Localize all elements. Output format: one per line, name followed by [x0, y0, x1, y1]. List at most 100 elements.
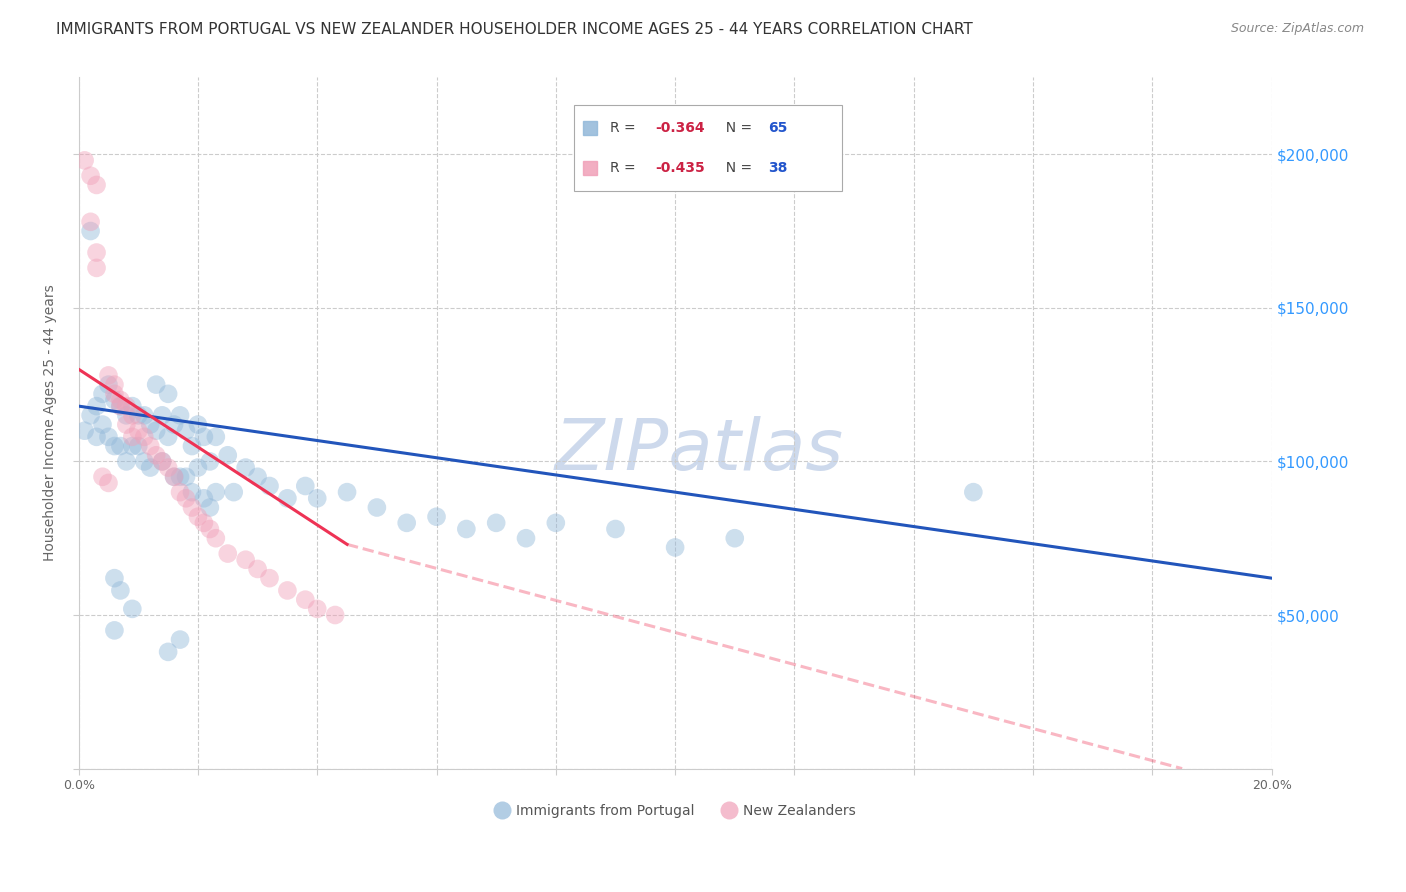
Y-axis label: Householder Income Ages 25 - 44 years: Householder Income Ages 25 - 44 years — [44, 285, 58, 561]
Point — [187, 417, 209, 432]
Bar — [574, 105, 842, 192]
Text: IMMIGRANTS FROM PORTUGAL VS NEW ZEALANDER HOUSEHOLDER INCOME AGES 25 - 44 YEARS : IMMIGRANTS FROM PORTUGAL VS NEW ZEALANDE… — [56, 22, 973, 37]
Text: Source: ZipAtlas.com: Source: ZipAtlas.com — [1230, 22, 1364, 36]
Point — [259, 571, 281, 585]
Point — [139, 439, 162, 453]
Point — [110, 583, 132, 598]
Point — [86, 399, 108, 413]
Point — [97, 430, 120, 444]
Point — [222, 485, 245, 500]
Point — [174, 491, 197, 506]
Point — [157, 387, 180, 401]
Text: R =: R = — [610, 161, 640, 175]
Point — [205, 531, 228, 545]
Text: N =: N = — [717, 121, 756, 136]
Point — [181, 500, 204, 515]
Point — [110, 399, 132, 413]
Point — [145, 424, 167, 438]
Point — [103, 571, 125, 585]
Point — [169, 409, 191, 423]
Point — [163, 470, 186, 484]
Point — [163, 470, 186, 484]
Text: ZIPatlas: ZIPatlas — [554, 417, 844, 485]
Point — [323, 607, 346, 622]
Point — [91, 387, 114, 401]
Point — [544, 516, 567, 530]
Point — [246, 470, 269, 484]
Point — [307, 491, 329, 506]
Point — [187, 460, 209, 475]
Point — [145, 448, 167, 462]
Point — [276, 491, 298, 506]
Point — [485, 516, 508, 530]
Point — [235, 552, 257, 566]
Point — [259, 479, 281, 493]
Point — [86, 178, 108, 192]
Point — [86, 430, 108, 444]
Point — [515, 531, 537, 545]
Point — [110, 392, 132, 407]
Point — [121, 430, 143, 444]
Point — [169, 485, 191, 500]
Point — [134, 430, 156, 444]
Text: 65: 65 — [768, 121, 787, 136]
Point — [134, 409, 156, 423]
Point — [307, 602, 329, 616]
Point — [110, 439, 132, 453]
Point — [121, 409, 143, 423]
Point — [163, 417, 186, 432]
Point — [115, 409, 138, 423]
Point — [664, 541, 686, 555]
Point — [193, 430, 215, 444]
Point — [79, 215, 101, 229]
Point — [193, 516, 215, 530]
Point — [115, 399, 138, 413]
Point — [605, 522, 627, 536]
Point — [97, 475, 120, 490]
Point — [294, 479, 316, 493]
Point — [86, 260, 108, 275]
Point — [91, 417, 114, 432]
Point — [115, 417, 138, 432]
Point — [724, 531, 747, 545]
Text: N =: N = — [717, 161, 756, 175]
Point — [110, 399, 132, 413]
Point — [97, 368, 120, 383]
Point — [174, 424, 197, 438]
Point — [395, 516, 418, 530]
Point — [121, 399, 143, 413]
Point — [198, 500, 221, 515]
Point — [103, 392, 125, 407]
Point — [79, 409, 101, 423]
Text: 38: 38 — [768, 161, 787, 175]
Point — [174, 470, 197, 484]
Point — [425, 509, 447, 524]
Point — [121, 602, 143, 616]
Point — [157, 460, 180, 475]
Point — [336, 485, 359, 500]
Point — [150, 454, 173, 468]
Point — [181, 439, 204, 453]
Point — [169, 632, 191, 647]
Point — [121, 439, 143, 453]
Text: -0.364: -0.364 — [655, 121, 704, 136]
Point — [103, 439, 125, 453]
Point — [91, 470, 114, 484]
Point — [235, 460, 257, 475]
Point — [97, 377, 120, 392]
Point — [79, 224, 101, 238]
Point — [246, 562, 269, 576]
Point — [139, 417, 162, 432]
Point — [79, 169, 101, 183]
Text: -0.435: -0.435 — [655, 161, 704, 175]
Point — [73, 424, 96, 438]
Point — [157, 430, 180, 444]
Point — [198, 454, 221, 468]
Point — [205, 430, 228, 444]
Point — [276, 583, 298, 598]
Point — [217, 448, 239, 462]
Point — [103, 377, 125, 392]
Point — [366, 500, 388, 515]
Point — [127, 409, 149, 423]
Point — [217, 547, 239, 561]
